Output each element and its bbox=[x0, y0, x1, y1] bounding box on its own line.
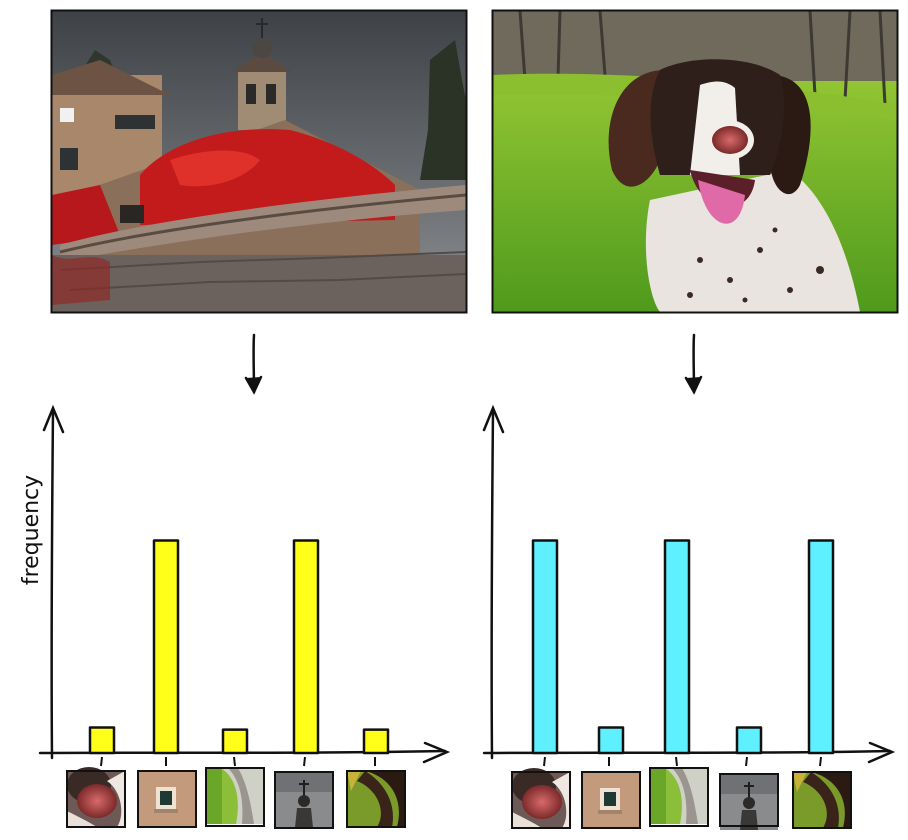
steeple-patch-icon bbox=[719, 773, 779, 831]
right-x-arrowhead bbox=[867, 741, 896, 764]
dog-fur-patch-icon bbox=[649, 767, 709, 827]
left-y-axis bbox=[50, 408, 55, 760]
right-y-axis bbox=[490, 408, 495, 760]
left-histogram-bars bbox=[88, 539, 390, 755]
left-bar-3 bbox=[221, 728, 249, 755]
window-patch-icon bbox=[137, 770, 197, 828]
y-axis-label: frequency bbox=[19, 475, 44, 585]
right-y-arrowhead bbox=[482, 404, 505, 434]
down-arrow-right bbox=[684, 333, 703, 395]
window-patch-icon bbox=[581, 771, 641, 829]
right-bar-5 bbox=[807, 539, 835, 755]
right-bar-1 bbox=[531, 539, 559, 755]
dog-photo bbox=[493, 11, 897, 312]
left-bar-1 bbox=[88, 726, 116, 755]
left-x-arrowhead bbox=[422, 741, 451, 764]
left-bar-4 bbox=[292, 539, 320, 755]
down-arrow-left bbox=[244, 333, 263, 395]
left-bar-5 bbox=[362, 728, 390, 755]
left-patch-row bbox=[66, 756, 406, 829]
church-photo-frame bbox=[50, 9, 468, 314]
dog-ear-patch-icon bbox=[792, 771, 852, 829]
right-bar-3 bbox=[663, 539, 691, 755]
dog-nose-patch-icon bbox=[66, 767, 126, 828]
right-patch-row bbox=[511, 756, 852, 831]
dog-fur-patch-icon bbox=[205, 767, 265, 827]
left-chart-axes bbox=[38, 404, 451, 764]
left-y-arrowhead bbox=[42, 404, 65, 434]
right-bar-2 bbox=[597, 726, 625, 755]
dog-photo-frame bbox=[491, 9, 899, 314]
steeple-patch-icon bbox=[274, 771, 334, 829]
church-photo bbox=[52, 11, 466, 312]
dog-nose-patch-icon bbox=[511, 768, 571, 829]
dog-ear-patch-icon bbox=[346, 770, 406, 828]
right-histogram-bars bbox=[531, 539, 835, 755]
left-bar-2 bbox=[152, 539, 180, 755]
right-bar-4 bbox=[735, 726, 763, 755]
